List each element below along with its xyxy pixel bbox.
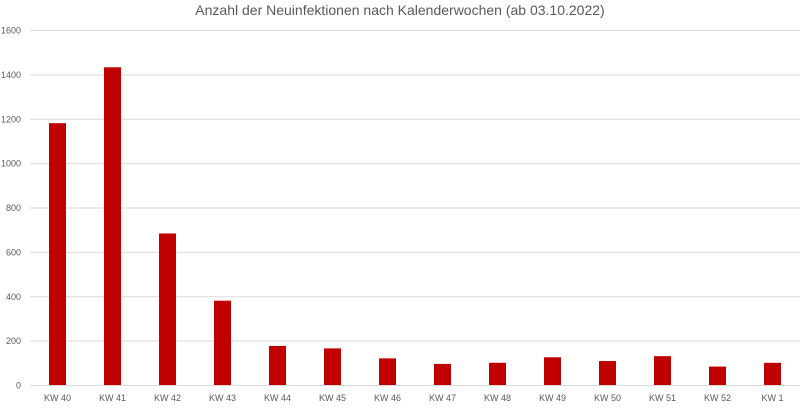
bar-kw-52 [709,366,726,385]
y-tick-label: 1000 [1,159,21,169]
x-tick-label: KW 41 [99,393,126,403]
bar-kw-43 [214,300,231,385]
x-tick-label: KW 52 [704,393,731,403]
y-tick-label: 1600 [1,26,21,36]
bar-kw-1 [764,362,781,385]
y-tick-label: 400 [6,292,21,302]
x-tick-label: KW 50 [594,393,621,403]
chart-title: Anzahl der Neuinfektionen nach Kalenderw… [195,2,605,18]
bar-kw-49 [544,357,561,385]
x-tick-label: KW 44 [264,393,291,403]
x-tick-label: KW 42 [154,393,181,403]
y-tick-label: 0 [16,381,21,391]
bar-kw-41 [104,67,121,386]
bar-kw-42 [159,233,176,385]
y-tick-label: 800 [6,203,21,213]
x-tick-label: KW 45 [319,393,346,403]
y-axis-tick-labels: 0 200 400 600 800 1000 1200 1400 1600 [1,26,21,391]
x-axis-tick-labels: KW 40 KW 41 KW 42 KW 43 KW 44 KW 45 KW 46 KW 47… [44,393,784,403]
x-tick-label: KW 43 [209,393,236,403]
x-tick-label: KW 48 [484,393,511,403]
x-tick-label: KW 49 [539,393,566,403]
x-tick-label: KW 1 [761,393,783,403]
bar-kw-46 [379,358,396,385]
bars [49,67,781,386]
y-tick-label: 600 [6,247,21,257]
bar-kw-45 [324,348,341,385]
bar-kw-47 [434,363,451,385]
bar-kw-51 [654,356,671,385]
x-tick-label: KW 40 [44,393,71,403]
y-tick-label: 1400 [1,70,21,80]
y-tick-label: 1200 [1,114,21,124]
bar-kw-44 [269,345,286,385]
x-tick-label: KW 47 [429,393,456,403]
y-tick-label: 200 [6,336,21,346]
bar-kw-50 [599,361,616,385]
bar-kw-40 [49,123,66,385]
x-tick-label: KW 46 [374,393,401,403]
gridlines [30,30,800,386]
x-tick-label: KW 51 [649,393,676,403]
bar-kw-48 [489,362,506,385]
